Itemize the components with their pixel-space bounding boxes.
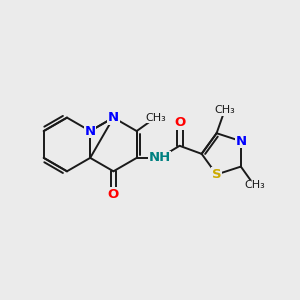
Text: N: N [85, 124, 96, 137]
Text: CH₃: CH₃ [244, 180, 265, 190]
Text: O: O [174, 116, 185, 130]
Text: CH₃: CH₃ [214, 105, 235, 116]
Text: N: N [235, 135, 246, 148]
Text: CH₃: CH₃ [145, 112, 166, 123]
Text: N: N [108, 111, 119, 124]
Text: NH: NH [148, 152, 171, 164]
Text: S: S [212, 168, 221, 181]
Text: O: O [108, 188, 119, 201]
